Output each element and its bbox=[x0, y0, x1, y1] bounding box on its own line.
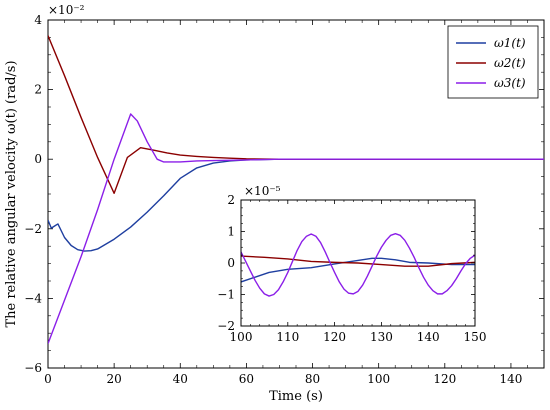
inset-y-tick-label: −1 bbox=[217, 288, 235, 302]
main-x-tick-label: 120 bbox=[433, 372, 456, 386]
inset-ticks: 100 110 120 130 140 150 −2 −1 0 1 2 bbox=[217, 193, 486, 344]
legend: ω1(t) ω2(t) ω3(t) bbox=[447, 25, 539, 99]
main-y-tick-label: −2 bbox=[24, 222, 42, 236]
main-x-tick-label: 140 bbox=[499, 372, 522, 386]
inset-y-tick-label: −2 bbox=[217, 319, 235, 333]
inset-series-line-omega1 bbox=[241, 257, 475, 283]
inset-series-lines bbox=[241, 233, 475, 297]
legend-box bbox=[447, 25, 539, 99]
inset-x-tick-label: 120 bbox=[323, 330, 346, 344]
inset-series-line-omega3 bbox=[241, 233, 475, 297]
inset-y-tick-label: 2 bbox=[227, 193, 235, 207]
legend-label-omega1: ω1(t) bbox=[494, 36, 526, 50]
inset-x-tick-label: 110 bbox=[276, 330, 299, 344]
main-y-tick-label: −6 bbox=[24, 361, 42, 375]
main-y-tick-label: 4 bbox=[34, 13, 42, 27]
inset-x-tick-label: 140 bbox=[417, 330, 440, 344]
inset-axes: 100 110 120 130 140 150 −2 −1 0 1 2 ×10⁻⁵ bbox=[217, 184, 486, 344]
inset-series-line-omega2 bbox=[241, 255, 475, 267]
main-x-tick-label: 40 bbox=[173, 372, 188, 386]
main-y-tick-label: −4 bbox=[24, 291, 42, 305]
main-series-lines bbox=[48, 35, 544, 344]
x-axis-label: Time (s) bbox=[269, 389, 323, 404]
inset-y-tick-label: 1 bbox=[227, 225, 235, 239]
legend-label-omega3: ω3(t) bbox=[494, 76, 526, 90]
y-axis-label: The relative angular velocity ω(t) (rad/… bbox=[4, 60, 19, 327]
inset-y-tick-label: 0 bbox=[227, 256, 235, 270]
main-x-tick-label: 0 bbox=[44, 372, 52, 386]
inset-x-tick-label: 130 bbox=[370, 330, 393, 344]
main-x-tick-label: 20 bbox=[106, 372, 121, 386]
main-y-multiplier: ×10⁻² bbox=[48, 3, 85, 17]
legend-label-omega2: ω2(t) bbox=[494, 56, 526, 70]
main-y-tick-label: 0 bbox=[34, 152, 42, 166]
inset-y-multiplier: ×10⁻⁵ bbox=[244, 184, 281, 198]
main-x-tick-label: 100 bbox=[367, 372, 390, 386]
main-x-tick-label: 60 bbox=[239, 372, 254, 386]
main-y-tick-label: 2 bbox=[34, 83, 42, 97]
main-x-tick-label: 80 bbox=[305, 372, 320, 386]
main-series-line-omega3 bbox=[48, 113, 544, 344]
inset-x-tick-label: 150 bbox=[464, 330, 487, 344]
inset-x-tick-label: 100 bbox=[230, 330, 253, 344]
